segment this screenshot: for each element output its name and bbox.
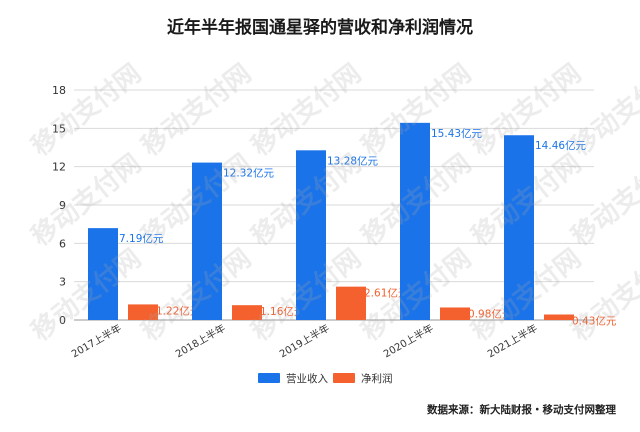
data-label-revenue: 12.32亿元: [223, 167, 275, 180]
bar-profit: [544, 314, 574, 320]
y-tick-label: 12: [52, 161, 66, 174]
x-tick-label: 2019上半年: [277, 321, 332, 360]
x-tick-label: 2017上半年: [69, 321, 124, 360]
source-note: 数据来源：新大陆财报・移动支付网整理: [427, 404, 616, 416]
bar-revenue: [400, 122, 430, 320]
bar-revenue: [88, 228, 118, 320]
bar-revenue: [504, 135, 534, 320]
bar-profit: [128, 304, 158, 320]
data-label-profit: 0.43亿元: [572, 315, 617, 328]
y-tick-label: 0: [59, 314, 66, 327]
y-tick-label: 9: [59, 199, 66, 212]
data-label-revenue: 13.28亿元: [327, 154, 379, 167]
bar-profit: [336, 286, 366, 320]
x-tick-label: 2021上半年: [485, 321, 540, 360]
x-tick-label: 2018上半年: [173, 321, 228, 360]
y-tick-label: 6: [59, 237, 66, 250]
legend-label-revenue: 营业收入: [286, 372, 328, 385]
data-label-profit: 2.61亿元: [364, 287, 409, 300]
data-label-revenue: 15.43亿元: [431, 127, 483, 140]
data-label-profit: 0.98亿元: [468, 307, 513, 320]
data-label-profit: 1.16亿元: [260, 305, 305, 318]
bar-revenue: [192, 162, 222, 320]
legend-swatch-revenue: [258, 373, 280, 383]
y-tick-label: 18: [52, 84, 66, 97]
y-tick-label: 15: [52, 122, 66, 135]
data-label-profit: 1.22亿元: [156, 304, 201, 317]
legend-label-profit: 净利润: [361, 372, 393, 385]
legend-swatch-profit: [333, 373, 355, 383]
bar-profit: [440, 307, 470, 320]
chart-title: 近年半年报国通星驿的营收和净利润情况: [167, 18, 473, 38]
bar-profit: [232, 305, 262, 320]
x-tick-label: 2020上半年: [381, 321, 436, 360]
y-tick-label: 3: [59, 276, 66, 289]
data-label-revenue: 7.19亿元: [119, 232, 164, 245]
bar-revenue: [296, 150, 326, 320]
data-label-revenue: 14.46亿元: [535, 139, 587, 152]
